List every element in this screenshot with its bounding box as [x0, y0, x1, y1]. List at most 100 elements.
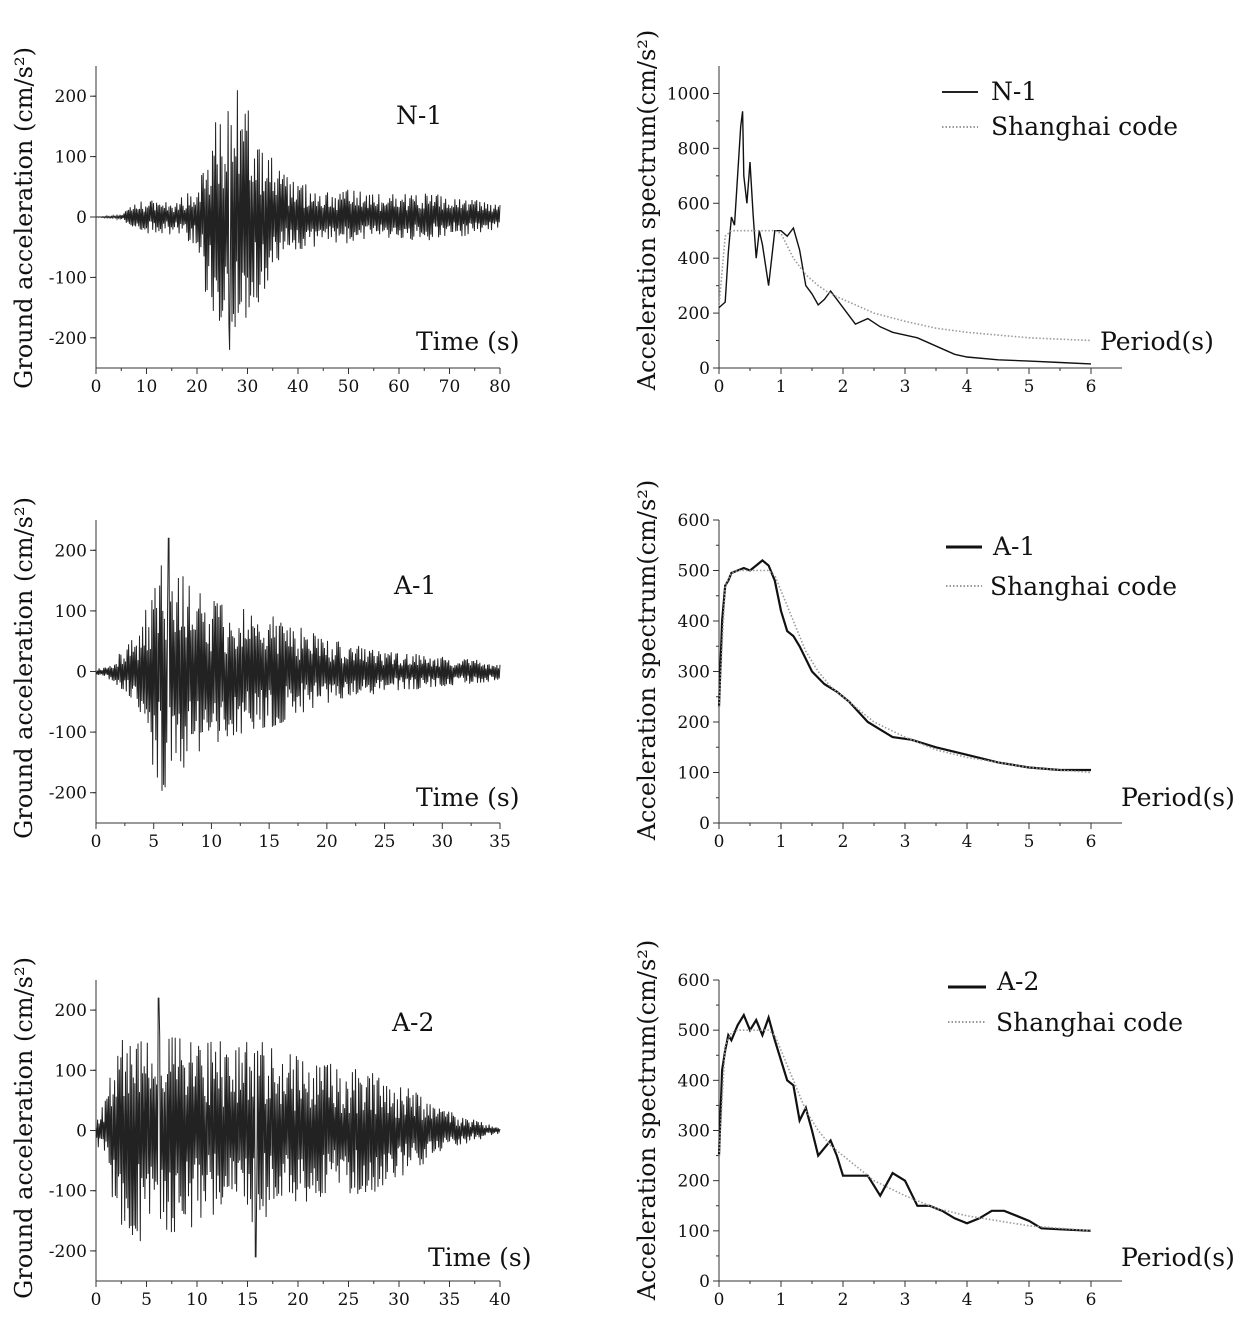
x-tick-label: 5 — [1024, 377, 1035, 397]
a1-acceleration-trace — [95, 537, 501, 791]
x-tick-label: 0 — [91, 832, 102, 852]
x-tick-label: 4 — [962, 1290, 973, 1310]
x-tick-label: 5 — [1024, 1290, 1035, 1310]
y-tick-label: 300 — [678, 663, 710, 683]
legend-label-shanghai-code: Shanghai code — [990, 572, 1177, 601]
legend-n1-spectrum: N-1 Shanghai code — [942, 77, 1178, 141]
legend-label-a1: A-1 — [992, 532, 1035, 561]
panel-n1-time-history: 0 10 20 30 40 50 60 70 80 -200 -100 0 100 200 Ground a… — [10, 47, 519, 397]
x-tick-label: 20 — [287, 1290, 309, 1310]
x-tick-label: 35 — [439, 1290, 461, 1310]
y-axis-label: Acceleration spectrum(cm/s²) — [633, 940, 661, 1302]
n-1-spectrum-line — [718, 111, 1092, 365]
n1-spectrum-series — [718, 111, 1092, 365]
x-tick-label: 5 — [141, 1290, 152, 1310]
x-tick-label: 5 — [148, 832, 159, 852]
x-tick-label: 10 — [201, 832, 223, 852]
y-tick-label: 400 — [678, 249, 710, 269]
y-tick-label: 100 — [678, 1222, 710, 1242]
x-tick-label: 0 — [91, 377, 102, 397]
x-tick-label: 5 — [1024, 832, 1035, 852]
x-tick-label: 6 — [1086, 1290, 1097, 1310]
a2-annotation: A-2 — [391, 1008, 434, 1037]
x-tick-label: 0 — [714, 1290, 725, 1310]
y-axis-label: Ground acceleration (cm/s²) — [10, 497, 38, 839]
y-tick-label: 200 — [678, 713, 710, 733]
y-tick-label: 0 — [699, 1272, 710, 1292]
y-tick-label: 100 — [55, 1061, 87, 1081]
x-tick-label: 30 — [388, 1290, 410, 1310]
y-tick-label: -100 — [49, 1182, 87, 1202]
x-tick-label: 4 — [962, 832, 973, 852]
y-tick-label: 0 — [76, 663, 87, 683]
legend-a1-spectrum: A-1 Shanghai code — [946, 532, 1177, 601]
y-tick-label: 800 — [678, 139, 710, 159]
x-tick-label: 2 — [838, 1290, 849, 1310]
x-tick-label: 80 — [489, 377, 511, 397]
y-tick-label: 0 — [76, 1122, 87, 1142]
y-tick-label: -100 — [49, 268, 87, 288]
a2-spectrum-series — [717, 1012, 1092, 1232]
shanghai-code-line — [718, 229, 1092, 342]
x-tick-label: 0 — [714, 377, 725, 397]
x-tick-label: 10 — [136, 377, 158, 397]
n1-time-xlabel: Time (s) — [416, 327, 519, 356]
n1-acceleration-trace — [96, 90, 501, 350]
x-tick-label: 15 — [237, 1290, 259, 1310]
a2-period-xlabel: Period(s) — [1121, 1243, 1235, 1272]
a1-period-xlabel: Period(s) — [1121, 783, 1235, 812]
y-tick-label: -100 — [49, 723, 87, 743]
panel-a2-time-history: 0 5 10 15 20 25 30 35 40 -200 -100 0 100 200 Ground ac… — [10, 957, 531, 1310]
x-tick-label: 20 — [316, 832, 338, 852]
axes-a1-time-history: 0 5 10 15 20 25 30 35 -200 -100 0 100 200 Ground acce… — [10, 497, 511, 852]
shanghai-code-line — [718, 1029, 1092, 1232]
shanghai-code-line — [718, 569, 1092, 774]
panel-a1-spectrum: 0 1 2 3 4 5 6 0 100 200 300 400 500 600 Acceleration s… — [633, 480, 1235, 852]
x-tick-label: 3 — [900, 832, 911, 852]
a-2-spectrum-line — [717, 1012, 1092, 1232]
y-tick-label: 100 — [55, 602, 87, 622]
x-tick-label: 2 — [838, 832, 849, 852]
y-tick-label: 100 — [55, 148, 87, 168]
a-1-spectrum-line — [717, 558, 1091, 772]
y-tick-label: 0 — [76, 208, 87, 228]
y-tick-label: 500 — [678, 562, 710, 582]
y-tick-label: 600 — [678, 511, 710, 531]
y-axis-label: Ground acceleration (cm/s²) — [10, 957, 38, 1299]
x-tick-label: 60 — [388, 377, 410, 397]
x-tick-label: 10 — [186, 1290, 208, 1310]
a1-annotation: A-1 — [393, 571, 436, 600]
y-tick-label: -200 — [49, 329, 87, 349]
x-tick-label: 3 — [900, 1290, 911, 1310]
y-tick-label: 400 — [678, 612, 710, 632]
y-tick-label: 200 — [55, 87, 87, 107]
y-tick-label: 0 — [699, 814, 710, 834]
legend-label-shanghai-code: Shanghai code — [996, 1008, 1183, 1037]
axes-a1-spectrum: 0 1 2 3 4 5 6 0 100 200 300 400 500 600 Acceleration s… — [633, 480, 1122, 852]
x-tick-label: 1 — [776, 377, 787, 397]
x-tick-label: 2 — [838, 377, 849, 397]
x-tick-label: 3 — [900, 377, 911, 397]
y-tick-label: -200 — [49, 784, 87, 804]
x-tick-label: 4 — [962, 377, 973, 397]
legend-a2-spectrum: A-2 Shanghai code — [948, 967, 1183, 1037]
x-tick-label: 1 — [776, 832, 787, 852]
x-tick-label: 50 — [338, 377, 360, 397]
x-tick-label: 20 — [186, 377, 208, 397]
x-tick-label: 30 — [431, 832, 453, 852]
y-tick-label: 0 — [699, 359, 710, 379]
y-tick-label: 600 — [678, 194, 710, 214]
legend-label-a2: A-2 — [996, 967, 1039, 996]
a2-time-xlabel: Time (s) — [428, 1243, 531, 1272]
y-axis-label: Ground acceleration (cm/s²) — [10, 47, 38, 389]
panel-a2-spectrum: 0 1 2 3 4 5 6 0 100 200 300 400 500 600 Acceleration s… — [633, 940, 1235, 1310]
x-tick-label: 1 — [776, 1290, 787, 1310]
y-tick-label: 100 — [678, 764, 710, 784]
a1-spectrum-series — [717, 558, 1092, 774]
n1-period-xlabel: Period(s) — [1100, 327, 1214, 356]
x-tick-label: 15 — [258, 832, 280, 852]
legend-label-n1: N-1 — [991, 77, 1037, 106]
y-axis-label: Acceleration spectrum(cm/s²) — [633, 480, 661, 842]
legend-label-shanghai-code: Shanghai code — [991, 112, 1178, 141]
